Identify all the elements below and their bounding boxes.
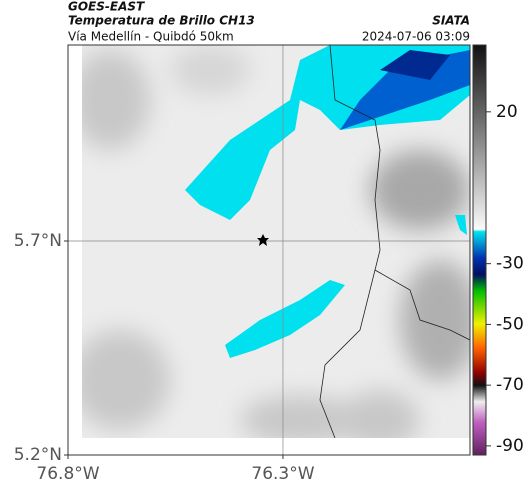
location-marker bbox=[257, 234, 269, 246]
colorbar-tick-label: 20 bbox=[496, 102, 518, 122]
timestamp: 2024-07-06 03:09 bbox=[362, 30, 470, 44]
x-tick-label: 76.8°W bbox=[36, 464, 99, 484]
colorbar-tick-label: -50 bbox=[496, 314, 524, 334]
x-tick-label: 76.3°W bbox=[251, 464, 314, 484]
colorbar-tick-label: -70 bbox=[496, 375, 524, 395]
colorbar bbox=[472, 44, 487, 456]
product: Temperatura de Brillo CH13 bbox=[68, 14, 255, 28]
colorbar-tick-label: -30 bbox=[496, 254, 524, 274]
map-frame bbox=[67, 44, 471, 456]
source: SIATA bbox=[432, 14, 470, 28]
satellite: GOES-EAST bbox=[68, 0, 145, 14]
route: Vía Medellín - Quibdó 50km bbox=[68, 30, 234, 44]
y-tick-label: 5.2°N bbox=[14, 445, 62, 465]
y-tick-label: 5.7°N bbox=[14, 231, 62, 251]
satellite-image bbox=[82, 45, 470, 438]
colorbar-tick-label: -90 bbox=[496, 436, 524, 456]
